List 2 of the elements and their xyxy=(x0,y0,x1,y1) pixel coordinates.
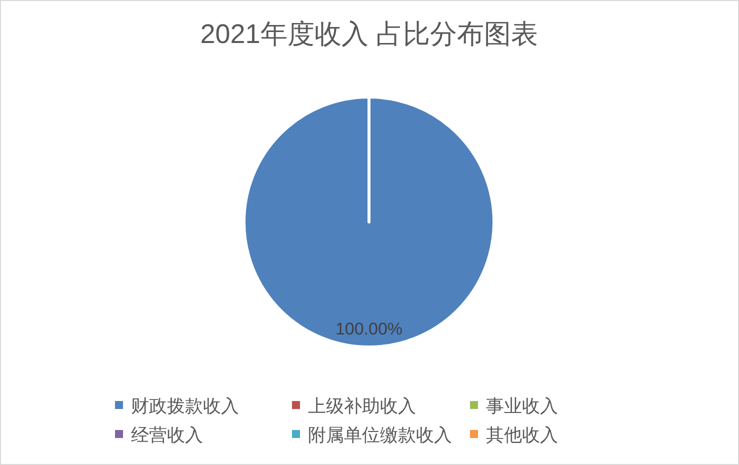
title: 2021年度收入 占比分布图表 xyxy=(200,19,538,49)
data-label: 100.00% xyxy=(335,319,403,338)
